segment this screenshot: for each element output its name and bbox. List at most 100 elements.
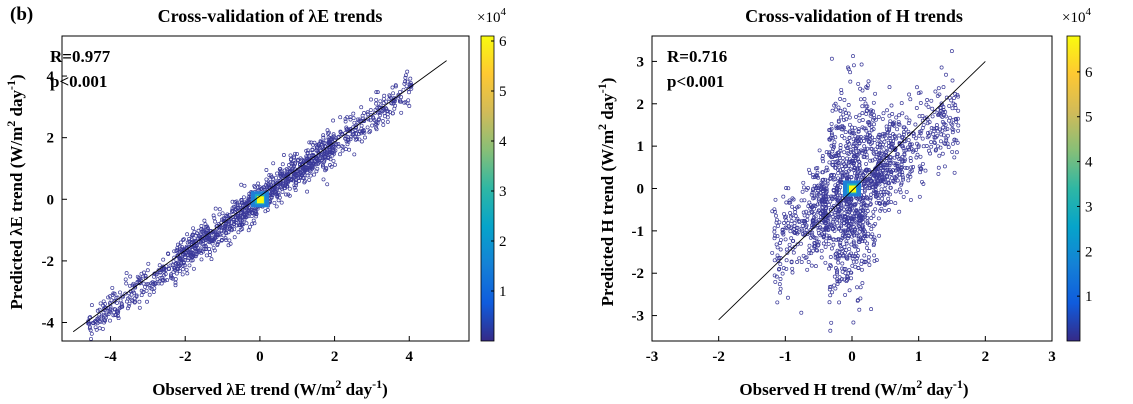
scatter-point <box>842 117 846 122</box>
scatter-point <box>287 193 292 198</box>
scatter-point <box>857 150 862 155</box>
svg-text:×104: ×104 <box>477 6 506 26</box>
scatter-point <box>930 114 935 119</box>
scatter-point <box>288 153 293 158</box>
scatter-point <box>891 121 896 126</box>
scatter-point <box>98 301 103 306</box>
scatter-point <box>868 179 873 184</box>
scatter-point <box>116 316 121 321</box>
scatter-point <box>389 95 393 100</box>
scatter-point <box>838 180 843 185</box>
scatter-point <box>840 174 845 179</box>
scatter-point <box>903 165 908 170</box>
scatter-point <box>772 226 777 231</box>
scatter-point <box>802 220 807 225</box>
scatter-point <box>917 129 922 134</box>
scatter-point <box>238 220 243 225</box>
scatter-point <box>908 169 913 174</box>
scatter-point <box>89 303 94 308</box>
scatter-point <box>396 94 401 99</box>
x-tick-label: 0 <box>848 349 856 365</box>
scatter-point <box>894 174 899 179</box>
scatter-point <box>849 222 854 227</box>
scatter-point <box>190 232 195 237</box>
scatter-point <box>143 274 148 278</box>
scatter-point <box>885 131 889 136</box>
scatter-point <box>897 172 902 177</box>
scatter-point <box>918 101 923 105</box>
scatter-point <box>917 164 922 169</box>
scatter-point <box>920 136 925 141</box>
scatter-point <box>345 138 350 143</box>
scatter-point <box>796 204 801 209</box>
scatter-point <box>840 156 845 161</box>
scatter-point <box>956 123 961 128</box>
scatter-point <box>871 150 876 155</box>
scatter-point <box>875 145 880 150</box>
x-tick-label: 4 <box>406 349 414 365</box>
scatter-point <box>829 223 834 228</box>
scatter-point <box>871 243 876 248</box>
scatter-point <box>833 160 838 164</box>
scatter-point <box>799 198 804 203</box>
scatter-point <box>857 307 862 312</box>
scatter-point <box>343 147 348 152</box>
scatter-point <box>879 187 884 192</box>
scatter-point <box>908 143 913 147</box>
scatter-point <box>380 119 385 123</box>
scatter-point <box>900 154 905 159</box>
scatter-point <box>326 131 330 136</box>
scatter-point <box>887 181 892 186</box>
scatter-point <box>225 214 230 219</box>
scatter-point <box>902 152 907 157</box>
scatter-point <box>312 140 317 145</box>
scatter-point <box>314 157 319 162</box>
scatter-point <box>820 185 825 190</box>
scatter-point <box>86 321 91 326</box>
scatter-point <box>328 145 333 150</box>
scatter-point <box>807 170 812 175</box>
scatter-point <box>774 242 779 247</box>
scatter-point <box>803 255 808 260</box>
scatter-point <box>355 117 360 122</box>
scatter-point <box>928 151 933 156</box>
scatter-point <box>839 115 843 120</box>
scatter-point <box>794 218 799 223</box>
scatter-point <box>933 89 938 94</box>
scatter-point <box>863 214 867 219</box>
scatter-point <box>351 116 356 121</box>
scatter-point <box>817 148 822 153</box>
scatter-point <box>328 139 333 144</box>
scatter-point <box>231 219 236 224</box>
scatter-point <box>869 216 874 221</box>
scatter-point <box>381 96 386 101</box>
scatter-point <box>845 219 849 223</box>
scatter-point <box>835 277 840 282</box>
scatter-point <box>891 161 896 166</box>
scatter-point <box>251 208 256 213</box>
scatter-point <box>403 75 408 80</box>
scatter-point <box>815 248 820 253</box>
scatter-point <box>141 290 146 294</box>
scatter-point <box>359 123 364 128</box>
scatter-point <box>777 282 782 287</box>
scatter-point <box>274 175 278 180</box>
scatter-point <box>362 118 367 123</box>
scatter-point <box>830 136 835 141</box>
scatter-point <box>854 210 859 215</box>
scatter-point <box>956 94 961 99</box>
scatter-point <box>206 226 210 231</box>
scatter-point <box>868 202 873 207</box>
scatter-point <box>168 263 173 268</box>
scatter-point <box>299 157 304 162</box>
scatter-point <box>842 98 847 102</box>
scatter-point <box>899 162 904 167</box>
scatter-point <box>137 305 142 310</box>
scatter-point <box>893 146 898 151</box>
scatter-point <box>920 161 925 166</box>
scatter-point <box>821 159 825 164</box>
scatter-point <box>777 266 782 271</box>
scatter-point <box>403 79 408 84</box>
scatter-point <box>332 134 336 139</box>
y-tick-label: 0 <box>637 182 645 198</box>
